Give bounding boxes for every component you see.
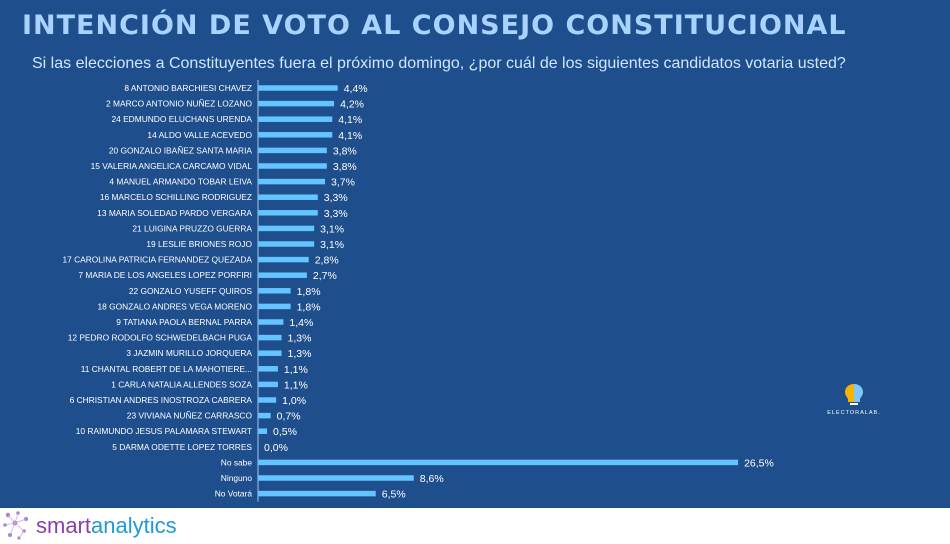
- category-label: 20 GONZALO IBAÑEZ SANTA MARIA: [109, 145, 253, 155]
- value-label: 4,4%: [344, 83, 368, 95]
- category-label: 8 ANTONIO BARCHIESI CHAVEZ: [124, 83, 252, 93]
- value-label: 3,7%: [331, 177, 355, 189]
- category-label: 15 VALERIA ANGELICA CARCAMO VIDAL: [91, 161, 253, 171]
- category-label: 3 JAZMIN MURILLO JORQUERA: [126, 348, 252, 358]
- category-label: No sabe: [221, 457, 253, 467]
- value-label: 1,4%: [289, 317, 313, 329]
- category-label: No Votará: [215, 489, 253, 499]
- value-label: 1,1%: [284, 379, 308, 391]
- footer: smartanalytics: [0, 508, 950, 544]
- value-label: 1,8%: [297, 286, 321, 298]
- value-label: 3,3%: [324, 208, 348, 220]
- category-label: 9 TATIANA PAOLA BERNAL PARRA: [116, 317, 252, 327]
- bar: [258, 350, 282, 356]
- category-label: 7 MARIA DE LOS ANGELES LOPEZ PORFIRI: [78, 270, 252, 280]
- category-label: 5 DARMA ODETTE LOPEZ TORRES: [112, 442, 252, 452]
- chart-title: INTENCIÓN DE VOTO AL CONSEJO CONSTITUCIO…: [22, 10, 847, 41]
- bar: [258, 381, 278, 388]
- category-label: 24 EDMUNDO ELUCHANS URENDA: [111, 114, 252, 124]
- value-label: 3,8%: [333, 161, 357, 173]
- category-label: 22 GONZALO YUSEFF QUIROS: [129, 286, 253, 296]
- bar: [258, 100, 335, 107]
- value-label: 1,3%: [288, 348, 312, 360]
- logo-text: ELECTORALAB.: [827, 410, 881, 416]
- value-label: 3,3%: [324, 192, 348, 204]
- bar-chart: 8 ANTONIO BARCHIESI CHAVEZ 2 MARCO ANTONI…: [62, 80, 774, 502]
- brand-part-smart: smart: [36, 513, 91, 538]
- value-label: 0,0%: [264, 442, 288, 454]
- value-label: 4,2%: [340, 99, 364, 111]
- value-label: 4,1%: [338, 130, 362, 142]
- value-label: 8,6%: [420, 473, 444, 485]
- value-label: 3,1%: [320, 223, 344, 235]
- bar: [258, 272, 307, 278]
- brand-name: smartanalytics: [36, 513, 177, 539]
- bar: [258, 241, 315, 247]
- category-label: 4 MANUEL ARMANDO TOBAR LEIVA: [109, 177, 252, 187]
- bars: [257, 80, 739, 502]
- category-label: 19 LESLIE BRIONES ROJO: [146, 239, 252, 249]
- chart-subtitle: Si las elecciones a Constituyentes fuera…: [32, 55, 846, 72]
- value-label: 1,8%: [297, 301, 321, 313]
- category-label: 1 CARLA NATALIA ALLENDES SOZA: [111, 379, 252, 389]
- value-label: 26,5%: [744, 457, 774, 469]
- value-label: 3,8%: [333, 145, 357, 157]
- bar: [258, 366, 278, 372]
- category-label: 13 MARIA SOLEDAD PARDO VERGARA: [97, 208, 252, 218]
- category-label: Ninguno: [221, 473, 253, 483]
- bar: [258, 428, 268, 434]
- bar: [258, 475, 414, 481]
- value-label: 3,1%: [320, 239, 344, 251]
- brain-bulb-icon: [845, 384, 863, 405]
- bar: [258, 163, 327, 169]
- value-label: 0,7%: [277, 411, 301, 423]
- bar: [258, 412, 271, 419]
- bar: [258, 490, 376, 497]
- value-label: 2,8%: [315, 255, 339, 267]
- value-label: 0,5%: [273, 426, 297, 438]
- bar: [258, 256, 309, 263]
- electoralab-logo: ELECTORALAB.: [824, 382, 884, 416]
- category-label: 11 CHANTAL ROBERT DE LA MAHOTIERE...: [81, 364, 252, 374]
- value-label: 4,1%: [338, 114, 362, 126]
- bar: [258, 147, 327, 154]
- bar: [258, 116, 333, 122]
- chart-panel: INTENCIÓN DE VOTO AL CONSEJO CONSTITUCIO…: [0, 0, 950, 508]
- category-label: 23 VIVIANA NUÑEZ CARRASCO: [127, 411, 253, 421]
- category-label: 18 GONZALO ANDRES VEGA MORENO: [97, 301, 252, 311]
- bar: [258, 319, 284, 325]
- bar: [258, 288, 291, 294]
- bar: [258, 194, 318, 200]
- value-label: 1,3%: [288, 333, 312, 345]
- category-label: 21 LUIGINA PRUZZO GUERRA: [132, 223, 252, 233]
- value-label: 6,5%: [382, 489, 406, 501]
- bar: [258, 178, 326, 185]
- bar: [258, 85, 338, 91]
- bar: [258, 303, 291, 310]
- bar: [258, 397, 277, 403]
- value-label: 2,7%: [313, 270, 337, 282]
- category-label: 17 CAROLINA PATRICIA FERNANDEZ QUEZADA: [62, 255, 252, 265]
- category-labels: 8 ANTONIO BARCHIESI CHAVEZ 2 MARCO ANTONI…: [62, 83, 252, 499]
- category-label: 10 RAIMUNDO JESUS PALAMARA STEWART: [76, 426, 252, 436]
- network-dots-icon: [3, 511, 28, 540]
- bar: [258, 334, 282, 341]
- category-label: 16 MARCELO SCHILLING RODRIGUEZ: [100, 192, 252, 202]
- bar: [258, 225, 315, 232]
- bar: [258, 210, 318, 216]
- brand-part-analytics: analytics: [91, 513, 177, 538]
- category-label: 6 CHRISTIAN ANDRES INOSTROZA CABRERA: [70, 395, 253, 405]
- category-label: 12 PEDRO RODOLFO SCHWEDELBACH PUGA: [68, 333, 253, 343]
- value-labels: 4,4% 4,2% 4,1% 4,1% 3,8% 3,8% 3,7% 3,3% 3,3% 3,1%…: [264, 83, 774, 501]
- bar: [258, 459, 739, 466]
- bar: [258, 132, 333, 138]
- value-label: 1,0%: [282, 395, 306, 407]
- category-label: 2 MARCO ANTONIO NUÑEZ LOZANO: [106, 99, 252, 109]
- value-label: 1,1%: [284, 364, 308, 376]
- category-label: 14 ALDO VALLE ACEVEDO: [147, 130, 252, 140]
